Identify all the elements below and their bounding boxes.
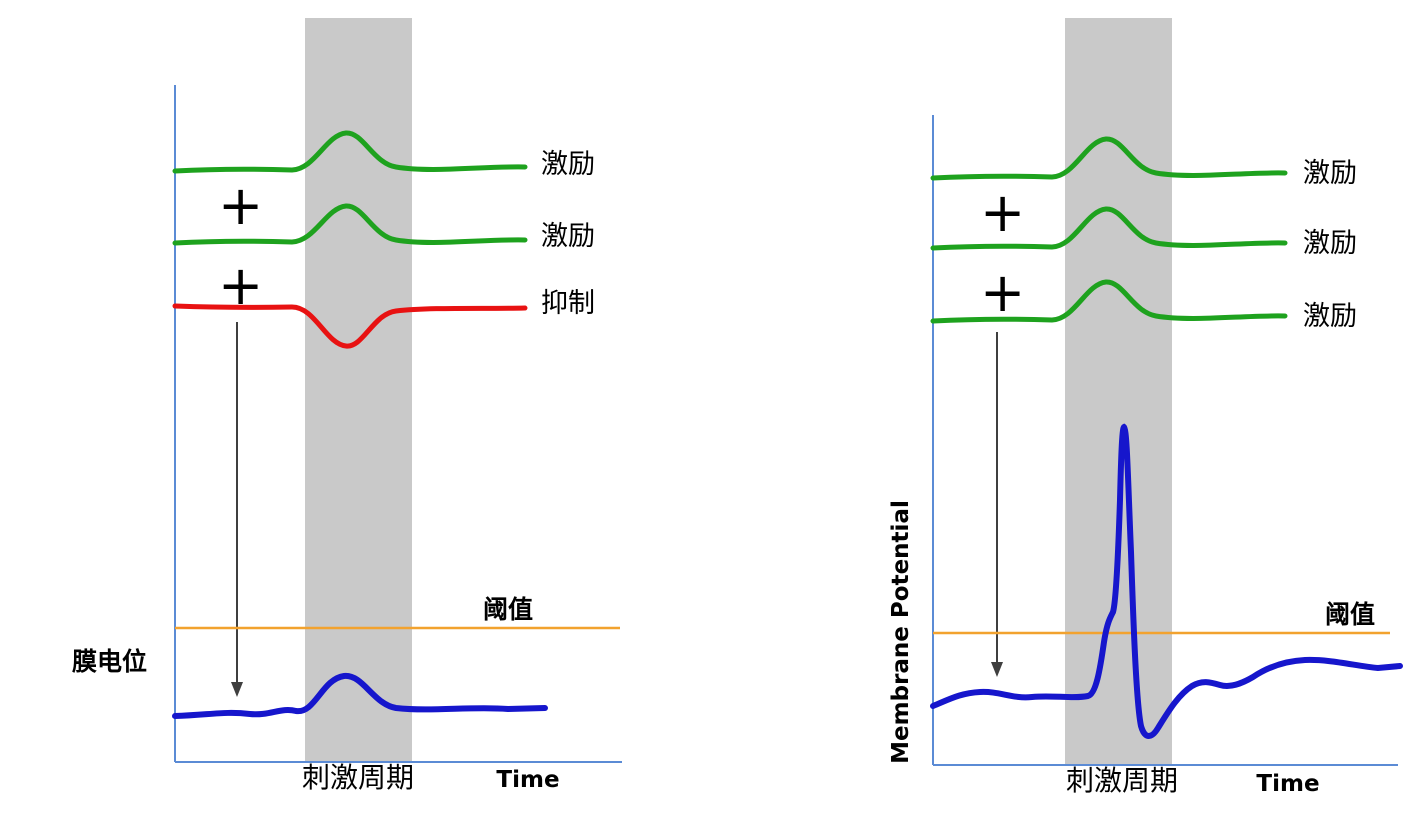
stimulus-period-label: 刺激周期 <box>1066 764 1178 797</box>
excitatory-label-2: 激励 <box>541 221 595 252</box>
membrane-potential-axis-label: Membrane Potential <box>888 500 914 764</box>
inhibitory-curve <box>172 303 528 349</box>
summation-arrowhead <box>231 682 243 697</box>
inhibitory-label: 抑制 <box>541 288 595 319</box>
left-panel: 激励 + 激励 + 抑制 阈值 膜电位 刺激周期 Time <box>72 18 622 794</box>
membrane-potential-curve <box>172 673 548 719</box>
threshold-label: 阈值 <box>483 595 533 624</box>
threshold-label: 阈值 <box>1325 600 1375 629</box>
excitatory-curve-3 <box>930 279 1288 324</box>
excitatory-label-3: 激励 <box>1303 301 1357 332</box>
excitatory-label-1: 激励 <box>541 149 595 180</box>
time-axis-label: Time <box>496 767 559 793</box>
stimulus-period-band <box>305 18 412 762</box>
membrane-potential-curve <box>930 423 1403 739</box>
plus-sign-1: + <box>218 174 263 237</box>
excitatory-curve-1 <box>930 136 1288 181</box>
membrane-potential-label: 膜电位 <box>72 647 147 676</box>
excitatory-label-2: 激励 <box>1303 228 1357 259</box>
summation-arrowhead <box>991 662 1003 677</box>
stimulus-period-band <box>1065 18 1172 765</box>
stimulus-period-label: 刺激周期 <box>302 761 414 794</box>
plus-sign-1: + <box>980 181 1025 244</box>
time-axis-label: Time <box>1256 771 1319 797</box>
excitatory-curve-2 <box>172 203 528 246</box>
excitatory-curve-2 <box>930 206 1288 251</box>
right-panel: 激励 + 激励 + 激励 阈值 Membrane Potential 刺激周期 … <box>888 18 1403 797</box>
plus-sign-2: + <box>980 261 1025 324</box>
excitatory-label-1: 激励 <box>1303 158 1357 189</box>
excitatory-curve-1 <box>172 130 528 174</box>
